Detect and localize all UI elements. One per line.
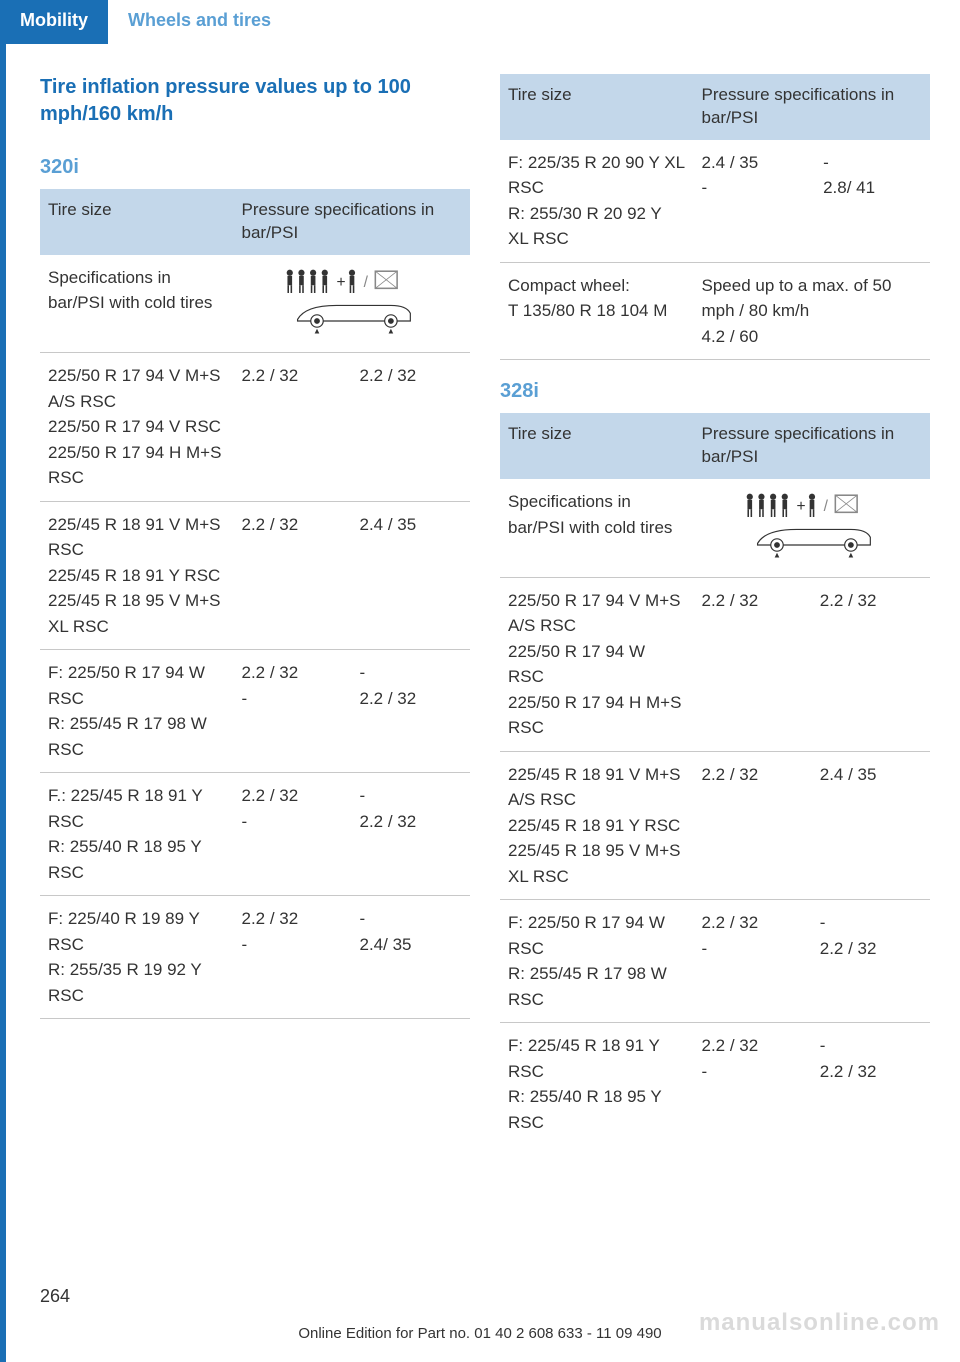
- svg-text:+: +: [796, 498, 805, 515]
- pressure-cell-1: 2.2 / 32: [234, 501, 352, 650]
- watermark: manualsonline.com: [699, 1309, 940, 1337]
- pressure-cell-1: 2.4 / 35 -: [694, 140, 816, 263]
- load-icon: +/: [272, 265, 432, 335]
- pressure-cell-2: - 2.2 / 32: [352, 773, 471, 896]
- tire-size-cell: F: 225/35 R 20 90 Y XL RSC R: 255/30 R 2…: [500, 140, 694, 263]
- tire-size-cell: Specifications in bar/PSI with cold tire…: [40, 255, 234, 353]
- tire-size-cell: 225/50 R 17 94 V M+S A/S RSC 225/50 R 17…: [500, 577, 694, 751]
- pressure-cell-1: 2.2 / 32 -: [234, 773, 352, 896]
- pressure-cell-2: - 2.2 / 32: [812, 900, 930, 1023]
- pressure-cell-1: 2.2 / 32: [694, 751, 812, 900]
- page-header: Mobility Wheels and tires: [0, 0, 960, 44]
- page-number: 264: [40, 1286, 70, 1307]
- table-320i-cont: Tire size Pressure specifications in bar…: [500, 74, 930, 360]
- pressure-cell-2: 2.4 / 35: [352, 501, 471, 650]
- pressure-cell-1: 2.2 / 32: [234, 353, 352, 502]
- svg-text:/: /: [363, 274, 368, 291]
- tire-size-cell: 225/45 R 18 91 V M+S A/S RSC 225/45 R 18…: [500, 751, 694, 900]
- tire-size-cell: 225/50 R 17 94 V M+S A/S RSC 225/50 R 17…: [40, 353, 234, 502]
- tire-size-cell: F.: 225/45 R 18 91 Y RSC R: 255/40 R 18 …: [40, 773, 234, 896]
- pressure-cell-2: - 2.8/ 41: [815, 140, 930, 263]
- pressure-cell-1: 2.2 / 32: [694, 577, 812, 751]
- th-pressure: Pressure specifications in bar/PSI: [234, 189, 471, 255]
- pressure-cell-1: 2.2 / 32 -: [694, 1023, 812, 1146]
- model-328i: 328i: [500, 380, 930, 403]
- svg-text:+: +: [336, 274, 345, 291]
- load-icon: +/: [732, 489, 892, 559]
- th-tire-size: Tire size: [500, 74, 694, 140]
- tire-size-cell: Specifications in bar/PSI with cold tire…: [500, 479, 694, 577]
- load-diagram-cell: +/: [234, 255, 471, 353]
- pressure-cell-2: - 2.4/ 35: [352, 896, 471, 1019]
- th-pressure: Pressure specifications in bar/PSI: [694, 413, 931, 479]
- tire-size-cell: F: 225/50 R 17 94 W RSC R: 255/45 R 17 9…: [500, 900, 694, 1023]
- section-title: Tire inflation pressure values up to 100…: [40, 74, 470, 128]
- pressure-cell-2: 2.2 / 32: [352, 353, 471, 502]
- tire-size-cell: F: 225/50 R 17 94 W RSC R: 255/45 R 17 9…: [40, 650, 234, 773]
- content: Tire inflation pressure values up to 100…: [0, 74, 960, 1145]
- th-tire-size: Tire size: [500, 413, 694, 479]
- pressure-cell-1: 2.2 / 32 -: [234, 650, 352, 773]
- table-328i: Tire size Pressure specifications in bar…: [500, 413, 930, 1145]
- pressure-cell-2: 2.2 / 32: [812, 577, 930, 751]
- right-column: Tire size Pressure specifications in bar…: [500, 74, 930, 1145]
- load-diagram-cell: +/: [694, 479, 931, 577]
- header-tab-wheels: Wheels and tires: [108, 0, 291, 44]
- tire-size-cell: F: 225/45 R 18 91 Y RSC R: 255/40 R 18 9…: [500, 1023, 694, 1146]
- pressure-cell: Speed up to a max. of 50 mph / 80 km/h 4…: [694, 262, 931, 360]
- tire-size-cell: 225/45 R 18 91 V M+S RSC 225/45 R 18 91 …: [40, 501, 234, 650]
- pressure-cell-1: 2.2 / 32 -: [694, 900, 812, 1023]
- pressure-cell-2: - 2.2 / 32: [352, 650, 471, 773]
- pressure-cell-2: 2.4 / 35: [812, 751, 930, 900]
- tire-size-cell: F: 225/40 R 19 89 Y RSC R: 255/35 R 19 9…: [40, 896, 234, 1019]
- header-tab-mobility: Mobility: [0, 0, 108, 44]
- pressure-cell-1: 2.2 / 32 -: [234, 896, 352, 1019]
- table-320i: Tire size Pressure specifications in bar…: [40, 189, 470, 1019]
- left-accent-bar: [0, 44, 6, 1362]
- model-320i: 320i: [40, 156, 470, 179]
- pressure-cell-2: - 2.2 / 32: [812, 1023, 930, 1146]
- tire-size-cell: Compact wheel: T 135/80 R 18 104 M: [500, 262, 694, 360]
- th-tire-size: Tire size: [40, 189, 234, 255]
- th-pressure: Pressure specifications in bar/PSI: [694, 74, 931, 140]
- left-column: Tire inflation pressure values up to 100…: [40, 74, 470, 1145]
- svg-text:/: /: [823, 498, 828, 515]
